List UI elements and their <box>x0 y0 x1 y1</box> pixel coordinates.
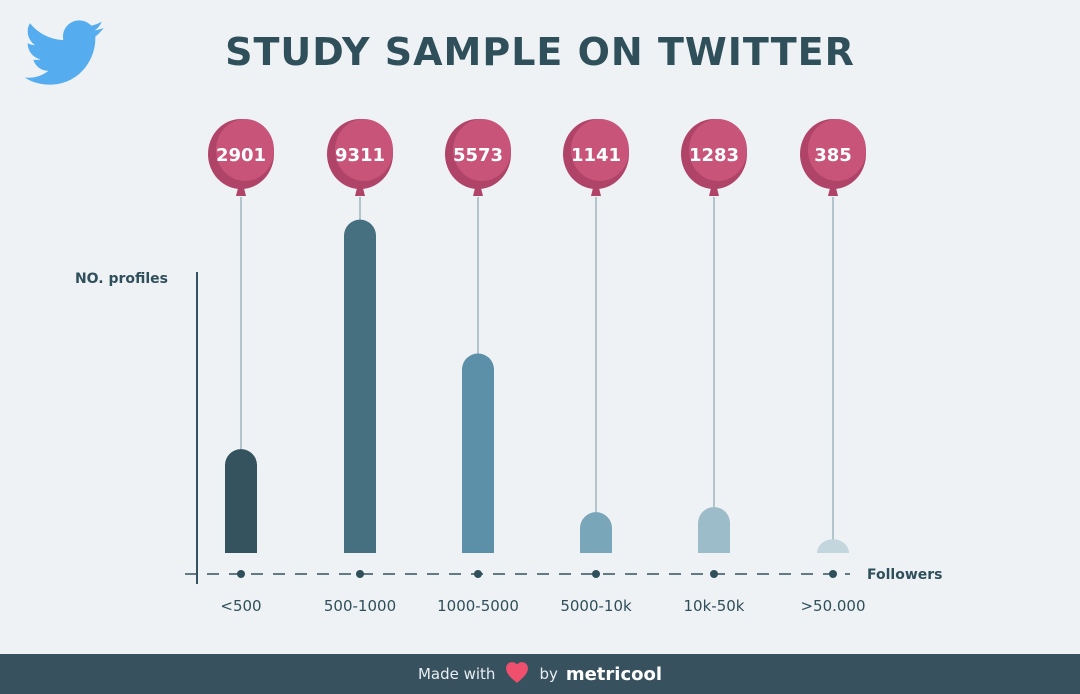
data-label: 1283 <box>689 145 739 166</box>
data-label: 5573 <box>453 145 503 166</box>
balloon-knot <box>355 188 365 196</box>
balloon-knot <box>709 188 719 196</box>
balloon-highlight <box>216 119 274 181</box>
balloon-highlight <box>453 119 511 181</box>
balloon-highlight <box>689 119 747 181</box>
bar-chart: NO. profiles Followers 2901 <500 9311 500-1… <box>75 119 943 615</box>
heart-icon <box>503 660 531 688</box>
metricool-logo: metricool <box>565 663 663 685</box>
balloon-highlight <box>335 119 393 181</box>
balloon-highlight <box>571 119 629 181</box>
data-label: 2901 <box>216 145 266 166</box>
bar <box>698 507 730 553</box>
y-axis-label: NO. profiles <box>75 271 168 287</box>
x-tick-dot <box>710 570 718 578</box>
bar <box>225 449 257 553</box>
page-title: STUDY SAMPLE ON TWITTER <box>225 30 855 74</box>
x-tick-dot <box>356 570 364 578</box>
bar <box>817 539 849 553</box>
x-tick-dot <box>237 570 245 578</box>
x-tick-label: 500-1000 <box>324 597 396 615</box>
balloon-knot <box>828 188 838 196</box>
balloon-knot <box>591 188 601 196</box>
data-label: 385 <box>814 145 852 166</box>
by-text: by <box>539 665 558 683</box>
made-with-text: Made with <box>417 665 496 683</box>
x-tick-label: >50.000 <box>800 597 865 615</box>
bar <box>580 512 612 553</box>
x-tick-label: 1000-5000 <box>437 597 519 615</box>
data-label: 9311 <box>335 145 385 166</box>
x-tick-label: <500 <box>220 597 261 615</box>
twitter-bird-icon <box>24 20 104 90</box>
x-tick-dot <box>474 570 482 578</box>
x-tick-label: 10k-50k <box>684 597 745 615</box>
footer: Made with by metricool <box>0 654 1080 694</box>
balloon-knot <box>473 188 483 196</box>
x-tick-dot <box>592 570 600 578</box>
bar <box>462 353 494 553</box>
x-axis-label: Followers <box>867 567 943 583</box>
x-tick-dot <box>829 570 837 578</box>
balloon-highlight <box>808 119 866 181</box>
x-tick-label: 5000-10k <box>560 597 632 615</box>
data-label: 1141 <box>571 145 621 166</box>
balloon-knot <box>236 188 246 196</box>
bar <box>344 219 376 553</box>
